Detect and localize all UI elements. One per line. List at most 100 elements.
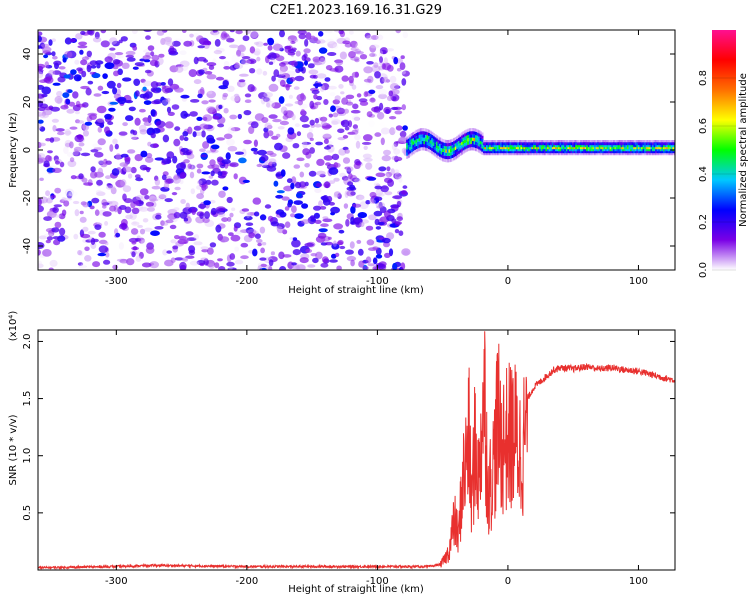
heatmap-cell	[553, 150, 556, 154]
heatmap-cell	[653, 144, 656, 148]
heatmap-cell	[543, 146, 547, 150]
heatmap-cell	[453, 153, 456, 158]
heatmap-cell	[301, 219, 310, 225]
heatmap-cell	[587, 150, 590, 154]
heatmap-cell	[263, 42, 269, 46]
heatmap-cell	[236, 80, 246, 88]
heatmap-cell	[124, 156, 131, 162]
heatmap-cell	[420, 131, 423, 135]
heatmap-cell	[569, 148, 572, 152]
heatmap-cell	[400, 262, 406, 270]
heatmap-cell	[587, 142, 590, 146]
heatmap-cell	[109, 144, 114, 152]
heatmap-cell	[291, 205, 297, 213]
heatmap-cell	[80, 85, 90, 90]
heatmap-cell	[239, 73, 249, 77]
heatmap-cell	[658, 142, 661, 146]
heatmap-cell	[85, 87, 92, 96]
heatmap-cell	[100, 30, 107, 34]
heatmap-cell	[500, 144, 503, 148]
heatmap-cell	[507, 148, 511, 152]
heatmap-cell	[432, 142, 435, 146]
heatmap-cell	[482, 146, 486, 150]
heatmap-cell	[578, 144, 581, 148]
heatmap-cell	[583, 146, 586, 150]
heatmap-cell	[517, 142, 520, 146]
heatmap-cell	[517, 148, 520, 152]
heatmap-cell	[142, 167, 152, 171]
heatmap-cell	[257, 265, 263, 270]
heatmap-cell	[663, 152, 666, 156]
heatmap-cell	[390, 89, 400, 95]
heatmap-cell	[652, 152, 655, 156]
heatmap-cell	[470, 147, 473, 151]
heatmap-cell	[208, 263, 215, 269]
heatmap-cell	[173, 138, 181, 147]
heatmap-cell	[180, 63, 189, 71]
heatmap-cell	[299, 103, 308, 109]
heatmap-cell	[243, 110, 252, 116]
heatmap-cell	[83, 182, 94, 186]
heatmap-cell	[282, 254, 292, 258]
heatmap-cell	[97, 167, 104, 176]
heatmap-cell	[440, 157, 443, 161]
heatmap-cell	[573, 150, 576, 154]
heatmap-cell	[417, 129, 420, 133]
heatmap-cell	[354, 51, 364, 55]
heatmap-cell	[506, 140, 509, 144]
heatmap-cell	[492, 144, 495, 148]
heatmap-cell	[248, 232, 256, 239]
heatmap-cell	[606, 146, 609, 150]
heatmap-cell	[371, 65, 381, 73]
heatmap-cell	[470, 144, 473, 148]
heatmap-cell	[78, 265, 87, 269]
heatmap-cell	[443, 152, 446, 156]
heatmap-cell	[462, 140, 465, 144]
heatmap-cell	[558, 150, 561, 154]
heatmap-cell	[264, 95, 271, 104]
heatmap-cell	[497, 148, 500, 152]
heatmap-cell	[253, 211, 260, 217]
heatmap-cell	[515, 140, 518, 144]
heatmap-cell	[526, 142, 529, 146]
heatmap-cell	[402, 185, 408, 189]
heatmap-cell	[230, 127, 241, 132]
heatmap-cell	[459, 152, 462, 156]
heatmap-cell	[464, 136, 467, 140]
heatmap-cell	[163, 182, 170, 189]
heatmap-cell	[468, 147, 471, 151]
heatmap-cell	[634, 140, 637, 144]
heatmap-cell	[484, 142, 487, 146]
heatmap-cell	[445, 143, 448, 147]
heatmap-cell	[208, 99, 216, 103]
heatmap-cell	[316, 95, 323, 101]
heatmap-cell	[38, 153, 46, 159]
heatmap-cell	[330, 206, 340, 214]
heatmap-cell	[556, 140, 559, 144]
heatmap-cell	[143, 100, 152, 105]
heatmap-cell	[351, 84, 357, 90]
heatmap-cell	[263, 92, 274, 98]
heatmap-cell	[81, 177, 88, 183]
heatmap-cell	[636, 144, 639, 148]
heatmap-cell	[64, 130, 72, 135]
heatmap-cell	[346, 255, 357, 262]
heatmap-cell	[312, 56, 321, 63]
heatmap-cell	[295, 264, 300, 270]
heatmap-cell	[266, 124, 273, 130]
heatmap-cell	[667, 140, 670, 144]
heatmap-cell	[410, 142, 413, 146]
heatmap-cell	[279, 79, 286, 87]
heatmap-cell	[350, 205, 356, 214]
heatmap-cell	[350, 109, 361, 114]
heatmap-cell	[514, 144, 517, 148]
heatmap-cell	[150, 51, 155, 57]
heatmap-cell	[514, 140, 517, 144]
heatmap-cell	[492, 146, 495, 150]
heatmap-cell	[639, 144, 642, 148]
heatmap-cell	[294, 181, 302, 189]
heatmap-cell	[234, 63, 244, 69]
heatmap-cell	[229, 162, 239, 168]
heatmap-cell	[164, 36, 173, 42]
heatmap-cell	[45, 190, 51, 197]
